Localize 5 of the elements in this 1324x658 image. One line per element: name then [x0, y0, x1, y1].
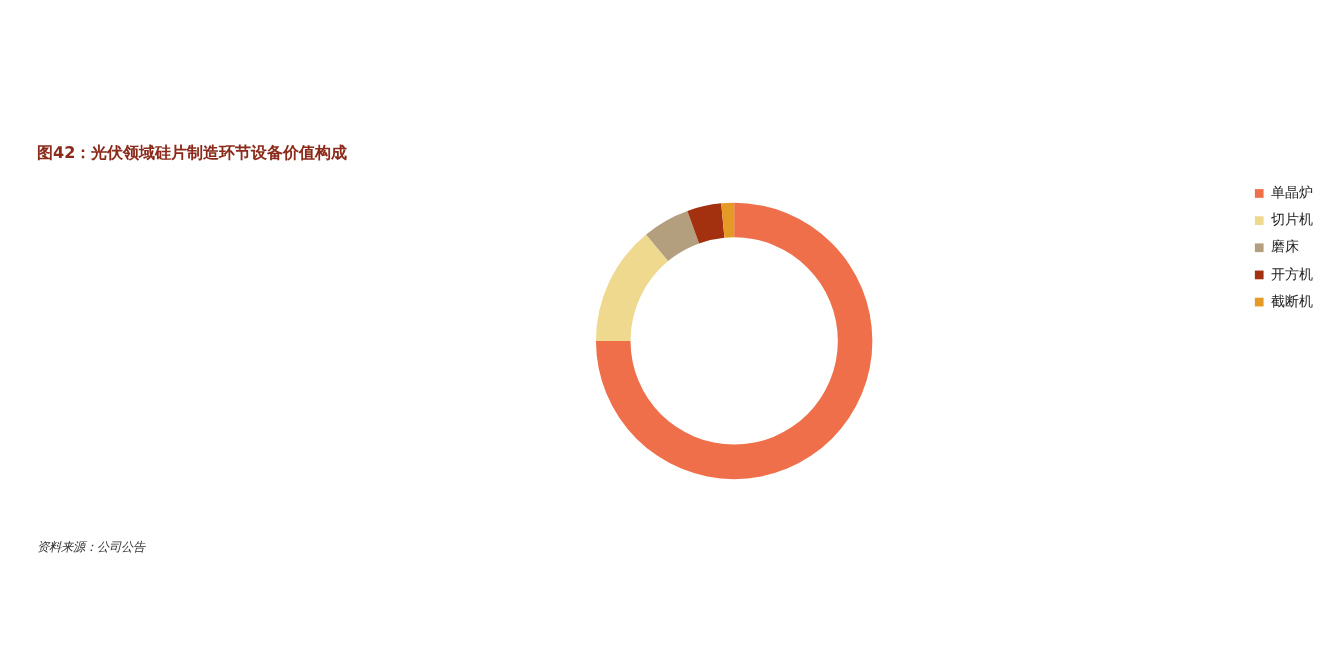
donut-slice	[721, 202, 735, 238]
donut-slice	[646, 210, 700, 262]
donut-slice	[687, 203, 725, 244]
donut-slice	[595, 234, 669, 341]
donut-slice	[595, 202, 873, 480]
